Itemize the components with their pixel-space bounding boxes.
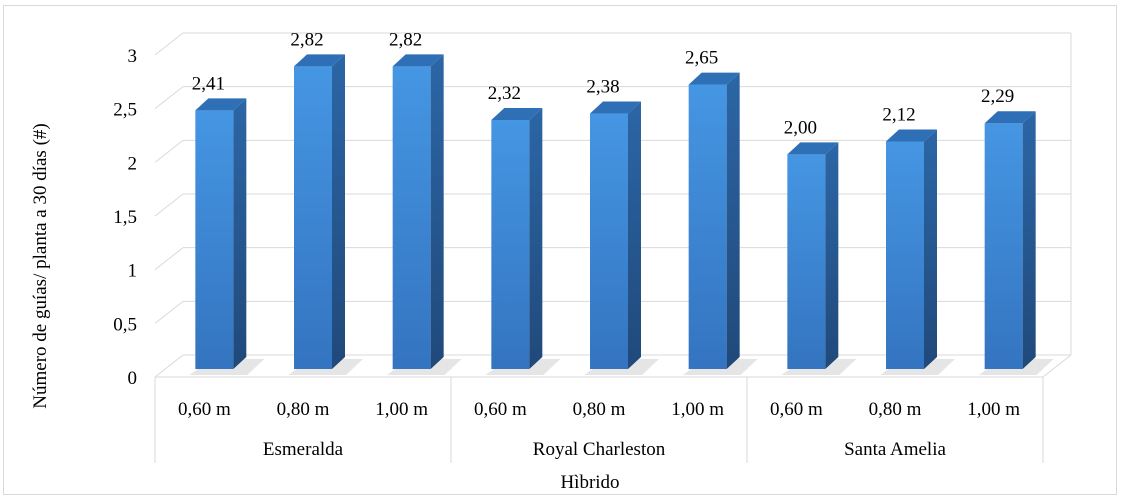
bar-side (924, 129, 937, 369)
bar-side (825, 142, 838, 369)
gridline-depth (155, 355, 183, 377)
bar (886, 141, 924, 369)
y-tick-label: 2,5 (113, 100, 137, 121)
bar (689, 85, 727, 369)
bar-side (529, 108, 542, 369)
group-label: Esmeralda (263, 439, 344, 460)
bar-side (727, 73, 740, 369)
y-axis-title: Número de guías/ planta a 30 días (#) (30, 123, 51, 408)
x-tick-label: 0,60 m (770, 399, 823, 420)
bar (787, 154, 825, 369)
bar (294, 66, 332, 369)
x-tick-label: 1,00 m (671, 399, 724, 420)
data-label: 2,38 (586, 77, 619, 98)
x-tick-label: 0,60 m (178, 399, 231, 420)
y-tick-label: 1,5 (113, 207, 137, 228)
gridline-depth (155, 33, 183, 55)
gridline-depth (155, 140, 183, 162)
data-label: 2,65 (685, 48, 718, 69)
bar-side (431, 54, 444, 369)
gridline-depth (155, 194, 183, 216)
group-label: Royal Charleston (533, 439, 666, 460)
y-tick-label: 0 (128, 368, 138, 389)
bar (393, 66, 431, 369)
gridline-depth (155, 248, 183, 270)
bar (491, 120, 529, 369)
bar-side (628, 102, 641, 369)
x-tick-label: 1,00 m (375, 399, 428, 420)
x-tick-label: 0,60 m (474, 399, 527, 420)
data-label: 2,82 (290, 29, 323, 50)
y-tick-label: 2 (128, 153, 138, 174)
x-axis-title: Hìbrido (560, 472, 619, 493)
data-label: 2,00 (784, 117, 817, 138)
gridline-depth (155, 87, 183, 109)
bar (590, 114, 628, 369)
data-label: 2,32 (488, 83, 521, 104)
bar-side (1023, 111, 1036, 369)
bar (195, 110, 233, 369)
x-tick-label: 0,80 m (277, 399, 330, 420)
x-tick-label: 1,00 m (967, 399, 1020, 420)
bar (985, 123, 1023, 369)
y-tick-label: 0,5 (113, 314, 137, 335)
bar-side (332, 54, 345, 369)
floor-right-edge (1043, 355, 1071, 377)
group-label: Santa Amelia (844, 439, 946, 460)
data-label: 2,41 (192, 73, 225, 94)
y-tick-label: 3 (128, 46, 138, 67)
y-tick-label: 1 (128, 261, 138, 282)
data-label: 2,12 (882, 104, 915, 125)
data-label: 2,82 (389, 29, 422, 50)
data-label: 2,29 (981, 86, 1014, 107)
bar-side (233, 98, 246, 369)
x-tick-label: 0,80 m (573, 399, 626, 420)
gridline-depth (155, 301, 183, 323)
x-tick-label: 0,80 m (869, 399, 922, 420)
